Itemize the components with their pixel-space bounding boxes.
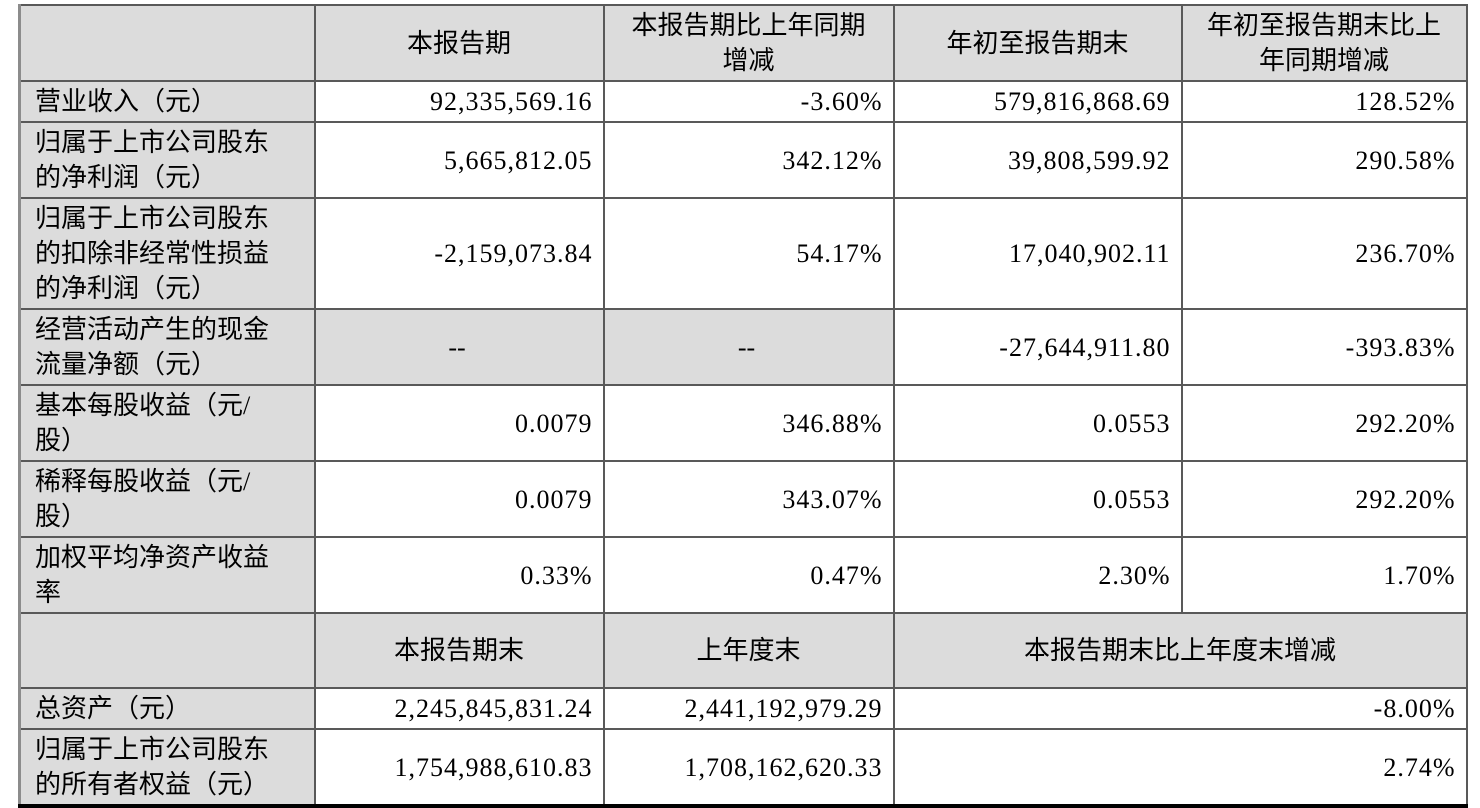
section2-header-blank	[18, 612, 316, 689]
row-net-profit-excl-nonrecurring: 归属于上市公司股东 的扣除非经常性损益 的净利润（元） -2,159,073.8…	[18, 197, 1468, 310]
row-operating-cash-flow: 经营活动产生的现金 流量净额（元） -- -- -27,644,911.80 -…	[18, 308, 1468, 386]
metric-value: 54.17%	[602, 197, 895, 310]
metric-value: -393.83%	[1180, 308, 1468, 386]
metric-value: 2.30%	[892, 536, 1183, 614]
section2-header-row: 本报告期末 上年度末 本报告期末比上年度末增减	[18, 612, 1468, 689]
metric-value: 5,665,812.05	[313, 121, 605, 199]
section1-header-current-period: 本报告期	[313, 4, 605, 82]
metric-label: 总资产（元）	[18, 687, 316, 730]
row-basic-eps: 基本每股收益（元/ 股） 0.0079 346.88% 0.0553 292.2…	[18, 384, 1468, 462]
quarterly-financial-summary-table: 本报告期 本报告期比上年同期 增减 年初至报告期末 年初至报告期末比上 年同期增…	[18, 4, 1468, 808]
financial-summary-table-wrap: 本报告期 本报告期比上年同期 增减 年初至报告期末 年初至报告期末比上 年同期增…	[18, 4, 1468, 808]
metric-value: 292.20%	[1180, 384, 1468, 462]
metric-label: 经营活动产生的现金 流量净额（元）	[18, 308, 316, 386]
section2-header-prior-year-end: 上年度末	[602, 612, 895, 689]
row-weighted-avg-roe: 加权平均净资产收益 率 0.33% 0.47% 2.30% 1.70%	[18, 536, 1468, 614]
metric-value: 0.0553	[892, 384, 1183, 462]
metric-value: 17,040,902.11	[892, 197, 1183, 310]
section1-header-row: 本报告期 本报告期比上年同期 增减 年初至报告期末 年初至报告期末比上 年同期增…	[18, 4, 1468, 82]
metric-value: 2,245,845,831.24	[313, 687, 605, 730]
metric-value: 236.70%	[1180, 197, 1468, 310]
metric-value: 579,816,868.69	[892, 80, 1183, 123]
metric-value: 39,808,599.92	[892, 121, 1183, 199]
metric-label: 加权平均净资产收益 率	[18, 536, 316, 614]
metric-label: 稀释每股收益（元/ 股）	[18, 460, 316, 538]
metric-label: 归属于上市公司股东 的净利润（元）	[18, 121, 316, 199]
metric-value: --	[602, 308, 895, 386]
metric-value: -27,644,911.80	[892, 308, 1183, 386]
section1-header-ytd: 年初至报告期末	[892, 4, 1183, 82]
section2-header-period-end: 本报告期末	[313, 612, 605, 689]
metric-value: 1.70%	[1180, 536, 1468, 614]
row-diluted-eps: 稀释每股收益（元/ 股） 0.0079 343.07% 0.0553 292.2…	[18, 460, 1468, 538]
section1-header-blank	[18, 4, 316, 82]
metric-value: 92,335,569.16	[313, 80, 605, 123]
metric-value: 292.20%	[1180, 460, 1468, 538]
metric-value: 0.0553	[892, 460, 1183, 538]
row-operating-revenue: 营业收入（元） 92,335,569.16 -3.60% 579,816,868…	[18, 80, 1468, 123]
metric-value: 0.47%	[602, 536, 895, 614]
metric-value: -8.00%	[892, 687, 1468, 730]
metric-value: 346.88%	[602, 384, 895, 462]
metric-value: 343.07%	[602, 460, 895, 538]
section1-header-yoy-change: 本报告期比上年同期 增减	[602, 4, 895, 82]
metric-value: 0.0079	[313, 384, 605, 462]
metric-value: -3.60%	[602, 80, 895, 123]
metric-value: 0.33%	[313, 536, 605, 614]
metric-value: 342.12%	[602, 121, 895, 199]
section1-header-ytd-yoy-change: 年初至报告期末比上 年同期增减	[1180, 4, 1468, 82]
row-total-assets: 总资产（元） 2,245,845,831.24 2,441,192,979.29…	[18, 687, 1468, 730]
metric-value: -2,159,073.84	[313, 197, 605, 310]
metric-value: 2,441,192,979.29	[602, 687, 895, 730]
metric-label: 归属于上市公司股东 的扣除非经常性损益 的净利润（元）	[18, 197, 316, 310]
metric-value: --	[313, 308, 605, 386]
metric-value: 290.58%	[1180, 121, 1468, 199]
section2-header-change-vs-prior-year-end: 本报告期末比上年度末增减	[892, 612, 1468, 689]
row-net-profit-attributable: 归属于上市公司股东 的净利润（元） 5,665,812.05 342.12% 3…	[18, 121, 1468, 199]
metric-label: 营业收入（元）	[18, 80, 316, 123]
metric-label: 基本每股收益（元/ 股）	[18, 384, 316, 462]
metric-value: 128.52%	[1180, 80, 1468, 123]
metric-value: 0.0079	[313, 460, 605, 538]
